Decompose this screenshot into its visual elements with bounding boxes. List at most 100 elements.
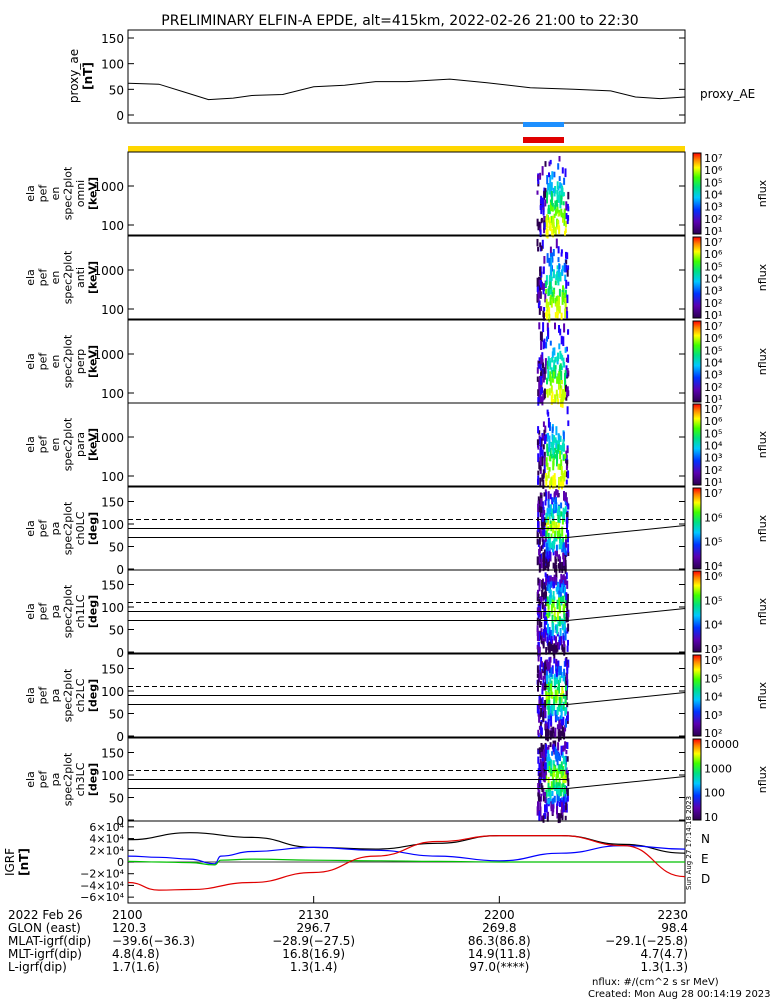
panel-tick-label: 0 [116, 730, 124, 744]
spectrogram-cell [563, 262, 566, 273]
spectrogram-cell [541, 601, 544, 610]
spectrogram-cell [538, 363, 541, 369]
spectrogram-cell [548, 557, 550, 563]
spectrogram-cell [549, 422, 551, 431]
spectrogram-cell [564, 230, 566, 237]
spectrogram-cell [556, 356, 559, 362]
spectrogram-cell [564, 168, 567, 178]
spectrogram-cell [565, 534, 567, 543]
spectrogram-cell [564, 347, 567, 353]
spectrogram-cell [550, 276, 553, 281]
spectrogram-cell [540, 560, 543, 569]
panel-ylabel-line: ela [24, 520, 37, 537]
spectrogram-cell [545, 298, 548, 308]
spectrogram-cell [548, 766, 551, 771]
spectrogram-cell [551, 351, 554, 359]
spectrogram-cell [560, 618, 563, 625]
panel-ylabel-line: ela [24, 687, 37, 704]
spectrogram-cell [564, 774, 567, 784]
spectrogram-cell [542, 677, 545, 688]
spectrogram-cell [566, 787, 569, 795]
spectrogram-cell [558, 597, 560, 606]
spectrogram-cell [563, 640, 566, 648]
spectrogram-cell [553, 635, 556, 641]
spectrogram-cell [539, 802, 542, 811]
spectrogram-cell [540, 271, 543, 278]
spectrogram-cell [564, 815, 567, 821]
spectrogram-cell [537, 656, 540, 662]
panel-frame [127, 319, 686, 404]
spectrogram-cell [558, 477, 561, 487]
spectrogram-cell [536, 806, 539, 816]
spectrogram-cell [565, 479, 568, 485]
spectrogram-cell [555, 587, 558, 592]
spectrogram-cell [544, 161, 547, 167]
spectrogram-cell [547, 686, 550, 695]
spectrogram-cell [557, 583, 560, 591]
spectrogram-cell [551, 171, 554, 180]
spectrogram-cell [543, 620, 546, 628]
colorbar-tick-label: 10⁴ [704, 619, 723, 632]
spectrogram-cell [556, 813, 559, 819]
loss-cone-line-after [567, 525, 686, 538]
spectrogram-cell [561, 518, 564, 525]
spectrogram-cell [549, 730, 552, 740]
spectrogram-cell [558, 515, 561, 524]
spectrogram-cell [560, 459, 563, 468]
spectrogram-cell [551, 258, 554, 263]
spectrogram-cell [557, 771, 560, 778]
spectrogram-cell [547, 411, 550, 417]
spectrogram-cell [538, 646, 541, 657]
panel-ylabel-line: pef [37, 352, 50, 371]
panel-ch2LC: 150 100 50 0 ela pef pa spec2plot ch2LC [deg] 10⁶ 1… [24, 653, 769, 744]
spectrogram-cell [556, 301, 559, 311]
spectrogram-cell [542, 527, 545, 536]
spectrogram-cell [552, 541, 555, 550]
spectrogram-cell [537, 511, 540, 519]
colorbar-tick-label: 10³ [704, 643, 722, 656]
spectrogram-cell [553, 480, 556, 488]
colorbar-label: nflux [756, 765, 769, 793]
spectrogram-cell [560, 385, 563, 390]
spectrogram-cell [541, 501, 544, 509]
spectrogram-cell [544, 535, 547, 543]
spectrogram-cell [547, 204, 550, 214]
spectrogram-cell [555, 773, 558, 783]
panel-ylabel-line: ela [24, 436, 37, 453]
spectrogram-cell [566, 406, 569, 415]
spectrogram-cell [560, 380, 563, 385]
spectrogram-cell [555, 573, 558, 579]
spectrogram-cell [558, 764, 561, 772]
spectrogram-cell [540, 388, 542, 395]
spectrogram-cell [545, 803, 548, 813]
spectrogram-cell [537, 445, 540, 450]
spectrogram-cell [565, 454, 568, 463]
spectrogram-cell [544, 798, 547, 803]
spectrogram-cell [560, 195, 563, 205]
spectrogram-cell [566, 580, 569, 589]
footer-units: nflux: #/(cm^2 s sr MeV) [592, 977, 719, 988]
spectrogram-cell [556, 308, 559, 316]
spectrogram-cell [539, 606, 542, 613]
spectrogram-cell [538, 747, 541, 754]
spectrogram-cell [566, 203, 569, 209]
spectrogram-cell [538, 221, 541, 228]
spectrogram-cell [552, 648, 555, 656]
spectrogram-cell [548, 313, 551, 323]
spectrogram-cell [549, 656, 552, 663]
spectrogram-cell [539, 291, 542, 299]
spectrogram-cell [562, 454, 565, 461]
spectrogram-cell [545, 491, 548, 501]
spectrogram-cell [543, 307, 546, 312]
spectrogram-cell [559, 435, 562, 442]
spectrogram-cell [540, 368, 543, 376]
panel-ch3LC: 150 100 50 0 ela pef pa spec2plot ch3LC [deg] 1000… [24, 737, 769, 828]
axis-row-label: L-igrf(dip) [8, 960, 67, 974]
spectrogram-cell [552, 347, 555, 353]
spectrogram-cell [546, 636, 549, 644]
panel-ylabel-line: ela [24, 771, 37, 788]
colorbar-tick-label: 10⁵ [704, 427, 722, 440]
spectrogram-cell [537, 593, 540, 599]
spectrogram-cell [549, 790, 552, 799]
